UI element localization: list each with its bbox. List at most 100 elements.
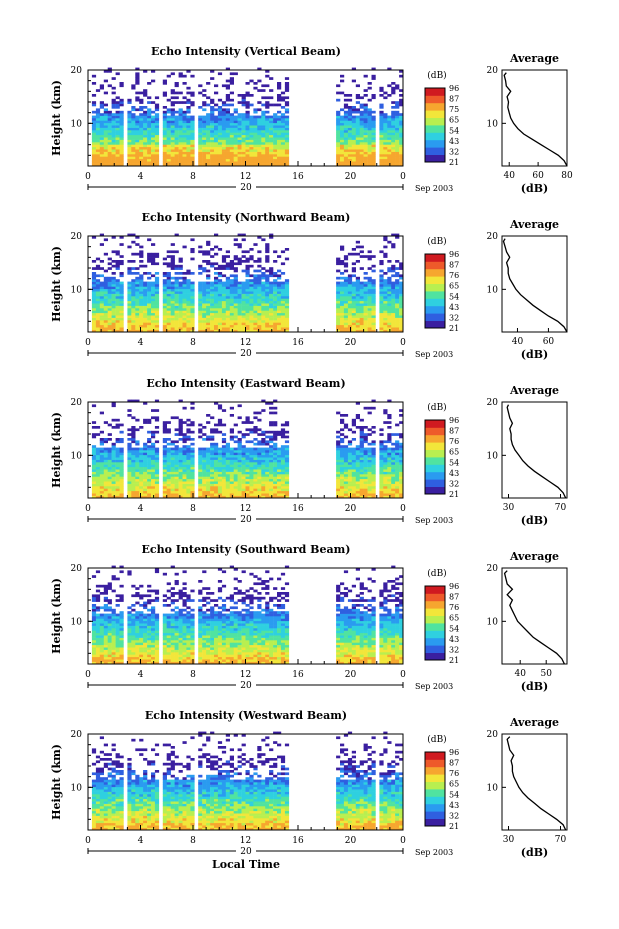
heatmap-cell <box>284 452 290 456</box>
heatmap-cell <box>214 142 219 145</box>
heatmap-cell <box>221 267 227 270</box>
heatmap-cell <box>347 464 353 468</box>
heatmap-cell <box>359 490 364 494</box>
heatmap-cell <box>237 447 242 451</box>
heatmap-cell <box>387 279 392 282</box>
heatmap-cell <box>217 315 223 318</box>
heatmap-cell <box>170 291 175 294</box>
heatmap-cell <box>119 118 124 121</box>
heatmap-cell <box>111 106 116 109</box>
heatmap-cell <box>147 462 152 465</box>
heatmap-cell <box>95 284 101 287</box>
heatmap-cell <box>336 452 341 456</box>
heatmap-cell <box>387 137 392 140</box>
heatmap-cell <box>355 320 360 323</box>
heatmap-cell <box>363 305 368 309</box>
heatmap-cell <box>162 142 167 145</box>
heatmap-cell <box>143 320 148 323</box>
heatmap-cell <box>131 113 136 116</box>
heatmap-cell <box>359 329 364 333</box>
heatmap-cell <box>284 445 290 448</box>
heatmap-cell <box>206 474 211 477</box>
heatmap-cell <box>217 288 223 292</box>
heatmap-cell <box>343 322 349 326</box>
heatmap-cell <box>202 438 207 441</box>
heatmap-cell <box>119 312 124 316</box>
heatmap-cell <box>225 125 230 128</box>
heatmap-cell <box>225 110 230 114</box>
heatmap-cell <box>383 272 388 275</box>
heatmap-cell <box>277 481 282 484</box>
panel-title: Echo Intensity (Northward Beam) <box>142 211 351 224</box>
heatmap-cell <box>343 151 349 155</box>
heatmap-cell <box>190 305 195 309</box>
heatmap-cell <box>273 120 278 124</box>
heatmap-cell <box>135 134 140 138</box>
heatmap-cell <box>127 272 132 275</box>
heatmap-cell <box>135 296 140 299</box>
heatmap-cell <box>91 144 97 148</box>
heatmap-cell <box>186 86 191 90</box>
heatmap-cell <box>147 149 152 152</box>
heatmap-cell <box>284 108 290 112</box>
heatmap-cell <box>336 286 341 290</box>
heatmap-cell <box>198 486 203 489</box>
heatmap-cell <box>253 450 258 453</box>
heatmap-cell <box>351 486 356 489</box>
heatmap-cell <box>170 442 175 446</box>
heatmap-cell <box>355 132 360 136</box>
heatmap-cell <box>170 91 175 95</box>
heatmap-cell <box>391 310 396 314</box>
heatmap-cell <box>99 127 104 131</box>
heatmap-cell <box>170 454 175 458</box>
heatmap-cell <box>273 118 278 121</box>
heatmap-cell <box>99 156 104 160</box>
heatmap-cell <box>131 298 136 302</box>
heatmap-cell <box>399 284 404 287</box>
heatmap-cell <box>284 284 290 287</box>
heatmap-cell <box>383 320 388 323</box>
heatmap-cell <box>343 493 349 496</box>
heatmap-cell <box>273 163 278 167</box>
heatmap-cell <box>182 435 187 439</box>
heatmap-cell <box>257 286 262 290</box>
heatmap-cell <box>95 478 101 482</box>
heatmap-cell <box>147 293 152 297</box>
heatmap-cell <box>154 310 160 314</box>
colorbar-tick-label: 43 <box>449 303 459 312</box>
heatmap-cell <box>166 149 171 152</box>
heatmap-cell <box>265 288 270 292</box>
heatmap-cell <box>91 404 97 408</box>
heatmap-cell <box>214 483 219 487</box>
heatmap-cell <box>359 312 364 316</box>
heatmap-cell <box>253 320 258 323</box>
heatmap-cell <box>241 493 246 496</box>
heatmap-cell <box>131 240 136 244</box>
colorbar-tick-label: 96 <box>449 250 459 259</box>
heatmap-cell <box>383 286 388 290</box>
heatmap-cell <box>277 450 282 453</box>
heatmap-cell <box>174 233 179 237</box>
heatmap-cell <box>241 132 246 136</box>
heatmap-cell <box>127 327 132 330</box>
heatmap-cell <box>355 276 360 280</box>
heatmap-cell <box>336 483 341 487</box>
heatmap-cell <box>111 272 116 275</box>
heatmap-cell <box>162 329 167 333</box>
heatmap-cell <box>127 469 132 472</box>
heatmap-cell <box>280 327 286 330</box>
heatmap-cell <box>131 122 136 126</box>
heatmap-cell <box>95 115 101 119</box>
heatmap-cell <box>166 130 171 133</box>
heatmap-cell <box>147 260 152 263</box>
heatmap-cell <box>99 483 104 487</box>
heatmap-cell <box>359 96 364 100</box>
heatmap-cell <box>119 466 124 470</box>
heatmap-cell <box>206 317 211 321</box>
heatmap-cell <box>265 146 270 150</box>
heatmap-cell <box>151 243 156 246</box>
heatmap-cell <box>182 130 187 133</box>
heatmap-cell <box>280 125 286 128</box>
heatmap-cell <box>170 146 175 150</box>
heatmap-cell <box>178 101 183 104</box>
